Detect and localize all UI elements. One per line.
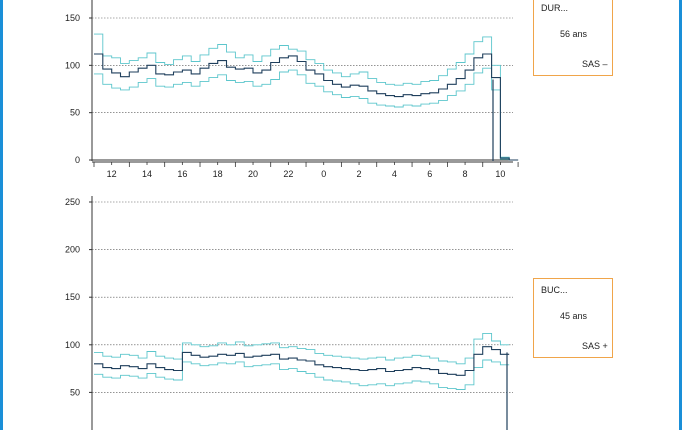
x-tick-label: 10: [495, 169, 505, 179]
patient-box-dur: DUR... 56 ans SAS –: [533, 0, 613, 76]
y-tick-label: 150: [65, 13, 80, 23]
y-tick-label: 50: [70, 387, 80, 397]
sas-status: SAS +: [582, 341, 608, 351]
x-tick-label: 16: [177, 169, 187, 179]
series-line-median: [94, 346, 510, 376]
patient-age: 45 ans: [560, 311, 588, 321]
series-line-upper: [94, 332, 510, 365]
series-line-lower: [94, 359, 510, 390]
patient-name: BUC...: [541, 285, 568, 295]
x-tick-label: 14: [142, 169, 152, 179]
patient-name: DUR...: [541, 3, 568, 13]
x-tick-label: 18: [213, 169, 223, 179]
chart-dur: 0 50 100 150 12 14 16 18 20 22 0 2 4 6 8 10: [65, 0, 519, 179]
x-tick-label: 4: [392, 169, 397, 179]
y-tick-label: 100: [65, 60, 80, 70]
x-tick-label: 6: [427, 169, 432, 179]
series-line-lower: [94, 67, 519, 161]
series-line-median: [94, 53, 519, 161]
x-tick-label: 22: [283, 169, 293, 179]
patient-age: 56 ans: [560, 29, 588, 39]
y-tick-label: 150: [65, 292, 80, 302]
x-tick-label: 2: [357, 169, 362, 179]
y-tick-label: 50: [70, 108, 80, 118]
x-tick-label: 0: [321, 169, 326, 179]
sas-status: SAS –: [582, 59, 608, 69]
y-tick-label: 200: [65, 245, 80, 255]
y-tick-label: 0: [75, 155, 80, 165]
series-line-upper: [94, 33, 519, 161]
x-tick-label: 8: [463, 169, 468, 179]
y-tick-label: 100: [65, 340, 80, 350]
y-tick-label: 250: [65, 197, 80, 207]
chart-buc: 50 100 150 200 250: [65, 196, 513, 430]
x-tick-label: 20: [248, 169, 258, 179]
x-tick-label: 12: [107, 169, 117, 179]
patient-box-buc: BUC... 45 ans SAS +: [533, 278, 613, 358]
